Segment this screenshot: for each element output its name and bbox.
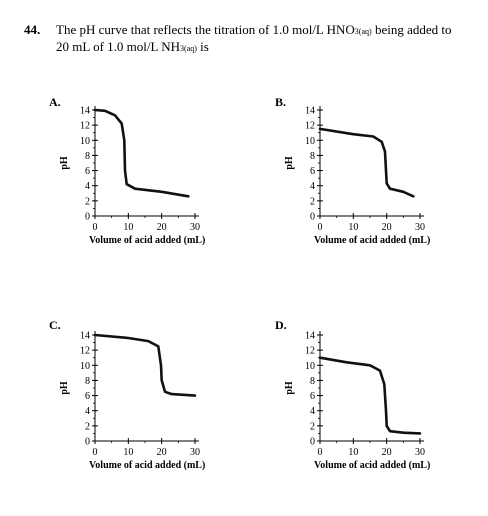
x-tick-label-a: 20 (157, 222, 167, 233)
y-tick-label-a: 0 (85, 212, 90, 223)
y-axis-label-d: pH (284, 381, 295, 395)
x-axis-label-c: Volume of acid added (mL) (89, 460, 205, 471)
x-axis-label-d: Volume of acid added (mL) (314, 460, 430, 471)
y-tick-label-b: 4 (310, 181, 315, 192)
y-tick-label-c: 0 (85, 437, 90, 448)
y-tick-label-b: 12 (305, 121, 315, 132)
x-tick-label-d: 30 (415, 447, 425, 458)
x-axis-label-a: Volume of acid added (mL) (89, 235, 205, 246)
titration-curve-c (93, 333, 197, 397)
y-tick-label-d: 14 (305, 331, 315, 342)
question-line1-post: being added to (371, 22, 452, 37)
y-tick-label-d: 10 (305, 361, 315, 372)
y-tick-label-d: 6 (310, 391, 315, 402)
y-tick-label-d: 0 (310, 437, 315, 448)
y-tick-label-a: 2 (85, 196, 90, 207)
y-axis-label-a: pH (59, 156, 70, 170)
question-line1-subscript: 3(aq) (354, 27, 372, 36)
titration-curve-b (318, 127, 415, 198)
question-line2-subscript: 3(aq) (179, 44, 197, 53)
x-tick-label-d: 0 (318, 447, 323, 458)
y-tick-label-a: 10 (80, 136, 90, 147)
y-tick-label-d: 12 (305, 346, 315, 357)
y-axis-label-c: pH (59, 381, 70, 395)
x-tick-label-b: 10 (348, 222, 358, 233)
titration-curve-d (318, 356, 422, 435)
y-tick-label-b: 10 (305, 136, 315, 147)
y-tick-label-b: 14 (305, 106, 315, 117)
x-tick-label-d: 20 (382, 447, 392, 458)
question-number: 44. (24, 22, 41, 37)
x-tick-label-c: 0 (93, 447, 98, 458)
x-tick-label-c: 20 (157, 447, 167, 458)
y-tick-label-d: 8 (310, 376, 315, 387)
question-line2-post: is (196, 39, 209, 54)
y-tick-label-b: 2 (310, 196, 315, 207)
x-axis-label-b: Volume of acid added (mL) (314, 235, 430, 246)
question-line1-pre: The pH curve that reflects the titration… (56, 22, 355, 37)
y-tick-label-c: 14 (80, 331, 90, 342)
y-tick-label-a: 4 (85, 181, 90, 192)
y-tick-label-a: 14 (80, 106, 90, 117)
y-tick-label-a: 8 (85, 151, 90, 162)
option-b-label[interactable]: B. (275, 95, 287, 109)
x-tick-label-b: 30 (415, 222, 425, 233)
y-tick-label-a: 6 (85, 166, 90, 177)
y-tick-label-d: 4 (310, 406, 315, 417)
question-text: The pH curve that reflects the titration… (56, 22, 476, 56)
y-tick-label-b: 8 (310, 151, 315, 162)
y-tick-label-c: 4 (85, 406, 90, 417)
y-tick-label-c: 10 (80, 361, 90, 372)
y-tick-label-b: 6 (310, 166, 315, 177)
y-tick-label-a: 12 (80, 121, 90, 132)
x-tick-label-c: 10 (123, 447, 133, 458)
x-tick-label-a: 30 (190, 222, 200, 233)
y-tick-label-d: 2 (310, 421, 315, 432)
question-line2-pre: 20 mL of 1.0 mol/L NH (56, 39, 180, 54)
y-tick-label-c: 2 (85, 421, 90, 432)
x-tick-label-b: 0 (318, 222, 323, 233)
x-tick-label-c: 30 (190, 447, 200, 458)
y-tick-label-b: 0 (310, 212, 315, 223)
option-c-label[interactable]: C. (49, 318, 61, 332)
y-axis-label-b: pH (284, 156, 295, 170)
x-tick-label-b: 20 (382, 222, 392, 233)
y-tick-label-c: 12 (80, 346, 90, 357)
x-tick-label-d: 10 (348, 447, 358, 458)
y-tick-label-c: 8 (85, 376, 90, 387)
option-a-label[interactable]: A. (49, 95, 61, 109)
y-tick-label-c: 6 (85, 391, 90, 402)
x-tick-label-a: 10 (123, 222, 133, 233)
titration-curve-a (93, 108, 190, 198)
option-d-label[interactable]: D. (275, 318, 287, 332)
x-tick-label-a: 0 (93, 222, 98, 233)
